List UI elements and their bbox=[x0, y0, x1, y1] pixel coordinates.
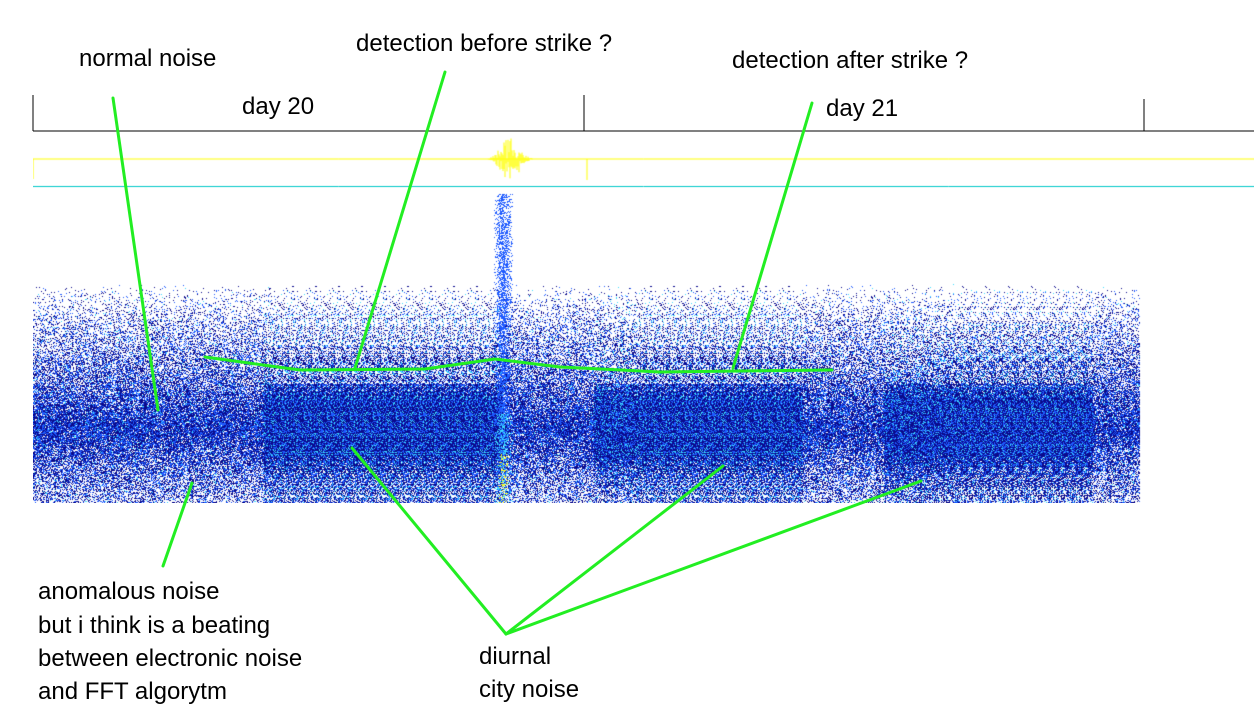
time-axis bbox=[32, 95, 1254, 132]
diurnal-line-2: city noise bbox=[479, 676, 580, 703]
anomalous-noise-line-4: and FFT algorytm bbox=[38, 678, 227, 705]
anomalous-noise-line-1: anomalous noise bbox=[38, 578, 220, 605]
normal-noise-label: normal noise bbox=[79, 45, 217, 72]
anomalous-noise-line-3: between electronic noise bbox=[38, 645, 303, 672]
spectrogram bbox=[33, 133, 1254, 503]
diurnal-line-1: diurnal bbox=[479, 643, 552, 670]
detection-before-label: detection before strike ? bbox=[356, 30, 613, 57]
detection-after-label: detection after strike ? bbox=[732, 47, 969, 74]
day-20-label: day 20 bbox=[242, 93, 315, 120]
diurnal-pointer-3 bbox=[504, 479, 923, 636]
day-21-label: day 21 bbox=[826, 95, 899, 122]
anomalous-noise-line-2: but i think is a beating bbox=[38, 612, 271, 639]
